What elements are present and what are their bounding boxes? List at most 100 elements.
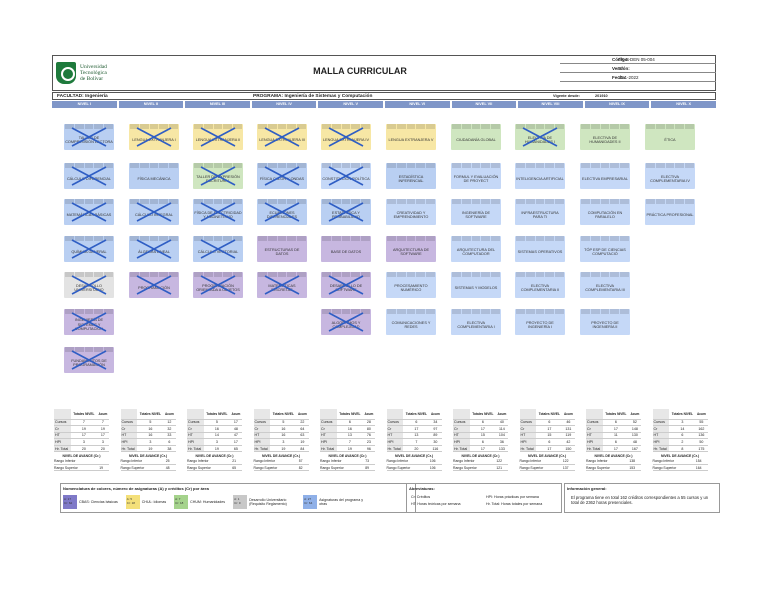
range-row: Rango Superior 121 <box>453 465 508 472</box>
code-cell <box>581 309 590 314</box>
code-cell <box>387 199 396 204</box>
course-card[interactable]: ELECTIVA COMPLEMENTARIA IV <box>645 163 695 189</box>
course-card[interactable]: ELECTIVA DE HUMANIDADES II <box>580 124 630 150</box>
course-card[interactable]: LENGUA EXTRANJERA V <box>386 124 436 150</box>
code-cell <box>65 163 74 168</box>
course-card[interactable]: LENGUA EXTRANJERA IV <box>321 124 371 150</box>
code-cell <box>94 124 104 129</box>
course-name: ARQUITECTURA DE SOFTWARE <box>392 247 430 256</box>
code-cell <box>620 272 629 277</box>
course-card[interactable]: CÁLCULO DIFERENCIAL <box>64 163 114 189</box>
stats-row: Hr. Total 20 116 <box>386 445 442 453</box>
course-card[interactable]: PRÁCTICA PROFESIONAL <box>645 199 695 225</box>
stats-row: HT 17 17 <box>54 432 109 440</box>
level-header: NIVEL VI <box>384 101 450 108</box>
code-cell <box>361 124 370 129</box>
nivel-avance-label: NIVEL DE AVANCE (Cr.) <box>62 454 101 459</box>
code-cell <box>130 124 139 129</box>
course-card[interactable]: CONSTITUCIÓN POLÍTICA <box>321 163 371 189</box>
course-card[interactable]: PROYECTO DE INGENIERÍA I <box>515 309 565 335</box>
course-card[interactable]: ALGORITMOS Y COMPLEJIDAD <box>321 309 371 335</box>
course-card[interactable]: MATEMÁTICAS DISCRETAS <box>257 272 307 298</box>
course-card[interactable]: BASE DE DATOS <box>321 236 371 262</box>
course-card[interactable]: TALLER DE COMPRENSIÓN LECTORA <box>64 124 114 150</box>
course-card[interactable]: SISTEMAS OPERATIVOS <box>515 236 565 262</box>
course-card[interactable]: ÉTICA <box>645 124 695 150</box>
course-name: MATEMÁTICAS DISCRETAS <box>268 283 296 292</box>
course-card[interactable]: DESARROLLO DE SOFTWARE <box>321 272 371 298</box>
course-card[interactable]: INGENIERÍA DE SISTEMAS Y COMPUTACIÓN <box>64 309 114 335</box>
course-card[interactable]: INGENIERÍA DE SOFTWARE <box>451 199 501 225</box>
code-cell <box>665 163 675 168</box>
course-card[interactable]: ESTADÍSTICA Y PROBABILIDAD <box>321 199 371 225</box>
stats-row: HPI 6 36 <box>453 438 508 446</box>
course-name: ARQUITECTURA DEL COMPUTADOR <box>456 247 496 256</box>
course-card[interactable]: DESARROLLO UNIVERSITARIO <box>64 272 114 298</box>
course-card[interactable]: ESTRUCTURAS DE DATOS <box>257 236 307 262</box>
course-codes-row <box>451 236 501 241</box>
code-cell <box>74 199 84 204</box>
course-card[interactable]: ARQUITECTURA DEL COMPUTADOR <box>451 236 501 262</box>
stats-row: Cursos 5 12 <box>120 419 176 427</box>
code-cell <box>491 309 500 314</box>
course-card[interactable]: PROGRAMACIÓN <box>129 272 179 298</box>
course-card[interactable]: ELECTIVA EMPRESARIAL <box>580 163 630 189</box>
range-row: Rango Superior 106 <box>386 465 442 472</box>
course-card[interactable]: INFRAESTRUCTURA PARA TI <box>515 199 565 225</box>
code-cell <box>341 124 351 129</box>
code-cell <box>203 272 213 277</box>
course-card[interactable]: CÁLCULO VECTORIAL <box>193 236 243 262</box>
course-card[interactable]: CÁLCULO INTEGRAL <box>129 199 179 225</box>
course-codes-row <box>257 199 307 204</box>
course-card[interactable]: INTELIGENCIA ARTIFICIAL <box>515 163 565 189</box>
abbr-item: Cr: Créditos <box>411 495 431 499</box>
course-codes-row <box>129 124 179 129</box>
course-card[interactable]: FÍSICA CALOR Y ONDAS <box>257 163 307 189</box>
course-card[interactable]: ÁLGEBRA LINEAL <box>129 236 179 262</box>
course-card[interactable]: ELECTIVA DE HUMANIDADES I <box>515 124 565 150</box>
course-card[interactable]: COMPUTACIÓN EN PARALELO <box>580 199 630 225</box>
stats-row: Cr 16 64 <box>253 425 309 433</box>
course-card[interactable]: COMUNICACIONES Y REDES <box>386 309 436 335</box>
level-stats-table: Totales NIVEL Acum Cursos 7 7 Cr 19 19 HT 17 17 HPI… <box>54 409 109 472</box>
code-cell <box>581 124 590 129</box>
course-card[interactable]: FÍSICA DE ELECTRICIDAD Y MAGNETISMO <box>193 199 243 225</box>
course-card[interactable]: TALLER DE EXPRESIÓN ESCRITURAL <box>193 163 243 189</box>
code-cell <box>351 236 361 241</box>
course-name: PROYECTO DE INGENIERÍA II <box>591 320 619 329</box>
course-card[interactable]: PROCESAMIENTO NUMÉRICO <box>386 272 436 298</box>
course-card[interactable]: LENGUA EXTRANJERA I <box>129 124 179 150</box>
code-cell <box>130 199 139 204</box>
course-card[interactable]: QUÍMICA GENERAL <box>64 236 114 262</box>
code-cell <box>471 236 481 241</box>
course-card[interactable]: FUNDAMENTOS DE PROGRAMACIÓN <box>64 347 114 373</box>
course-card[interactable]: ECUACIONES DIFERENCIALES <box>257 199 307 225</box>
course-card[interactable]: MATEMÁTICAS BÁSICAS <box>64 199 114 225</box>
course-card[interactable]: TÓP ESP DE CIENCIAS COMPUTACIÓ <box>580 236 630 262</box>
course-card[interactable]: ARQUITECTURA DE SOFTWARE <box>386 236 436 262</box>
course-codes-row <box>64 309 114 314</box>
course-card[interactable]: PROGRAMACIÓN ORIENTADA A OBJETOS <box>193 272 243 298</box>
course-card[interactable]: PROYECTO DE INGENIERÍA II <box>580 309 630 335</box>
course-card[interactable]: FÍSICA MECÁNICA <box>129 163 179 189</box>
course-card[interactable]: ELECTIVA COMPLEMENTARIA I <box>451 309 501 335</box>
code-cell <box>535 163 545 168</box>
course-card[interactable]: CREATIVIDAD Y EMPRENDIMIENTO <box>386 199 436 225</box>
course-card[interactable]: LENGUA EXTRANJERA II <box>193 124 243 150</box>
course-card[interactable]: ELECTIVA COMPLEMENTARIA III <box>580 272 630 298</box>
code-cell <box>452 309 461 314</box>
code-cell <box>590 199 600 204</box>
course-card[interactable]: CIUDADANÍA GLOBAL <box>451 124 501 150</box>
code-cell <box>426 124 435 129</box>
code-cell <box>516 124 525 129</box>
course-card[interactable]: LENGUA EXTRANJERA III <box>257 124 307 150</box>
course-name: LENGUA EXTRANJERA II <box>195 137 241 142</box>
code-cell <box>535 272 545 277</box>
code-cell <box>84 124 94 129</box>
course-card[interactable]: FORMUL Y EVALUACIÓN DE PROYECT <box>451 163 501 189</box>
code-cell <box>287 272 297 277</box>
course-card[interactable]: ELECTIVA COMPLEMENTARIA II <box>515 272 565 298</box>
course-card[interactable]: SISTEMAS Y MODELOS <box>451 272 501 298</box>
course-card[interactable]: ESTADÍSTICA INFERENCIAL <box>386 163 436 189</box>
code-cell <box>461 309 471 314</box>
